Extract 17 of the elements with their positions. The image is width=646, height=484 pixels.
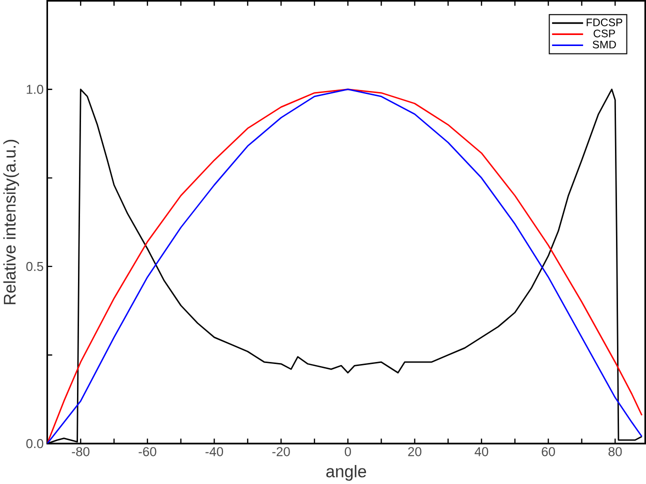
x-tick-label: -60 xyxy=(138,447,156,456)
x-axis-title: angle xyxy=(326,465,366,481)
legend-label: FDCSP xyxy=(586,18,622,26)
x-tick-label: 20 xyxy=(408,447,422,456)
y-axis-title: Relative intensity(a.u.) xyxy=(3,140,20,304)
x-tick-label: 80 xyxy=(608,447,622,456)
x-tick-label: 40 xyxy=(474,447,488,456)
x-tick-label: 60 xyxy=(542,447,555,456)
y-tick-label: 0.0 xyxy=(26,439,44,448)
x-tick-label: -80 xyxy=(72,447,90,456)
x-tick-label: 0 xyxy=(344,447,351,456)
legend-label: SMD xyxy=(592,40,616,48)
y-tick-label: 1.0 xyxy=(26,84,44,94)
legend-label: CSP xyxy=(594,30,615,38)
y-tick-label: 0.5 xyxy=(26,262,44,272)
x-tick-label: -40 xyxy=(206,447,224,456)
x-tick-label: -20 xyxy=(272,447,290,456)
